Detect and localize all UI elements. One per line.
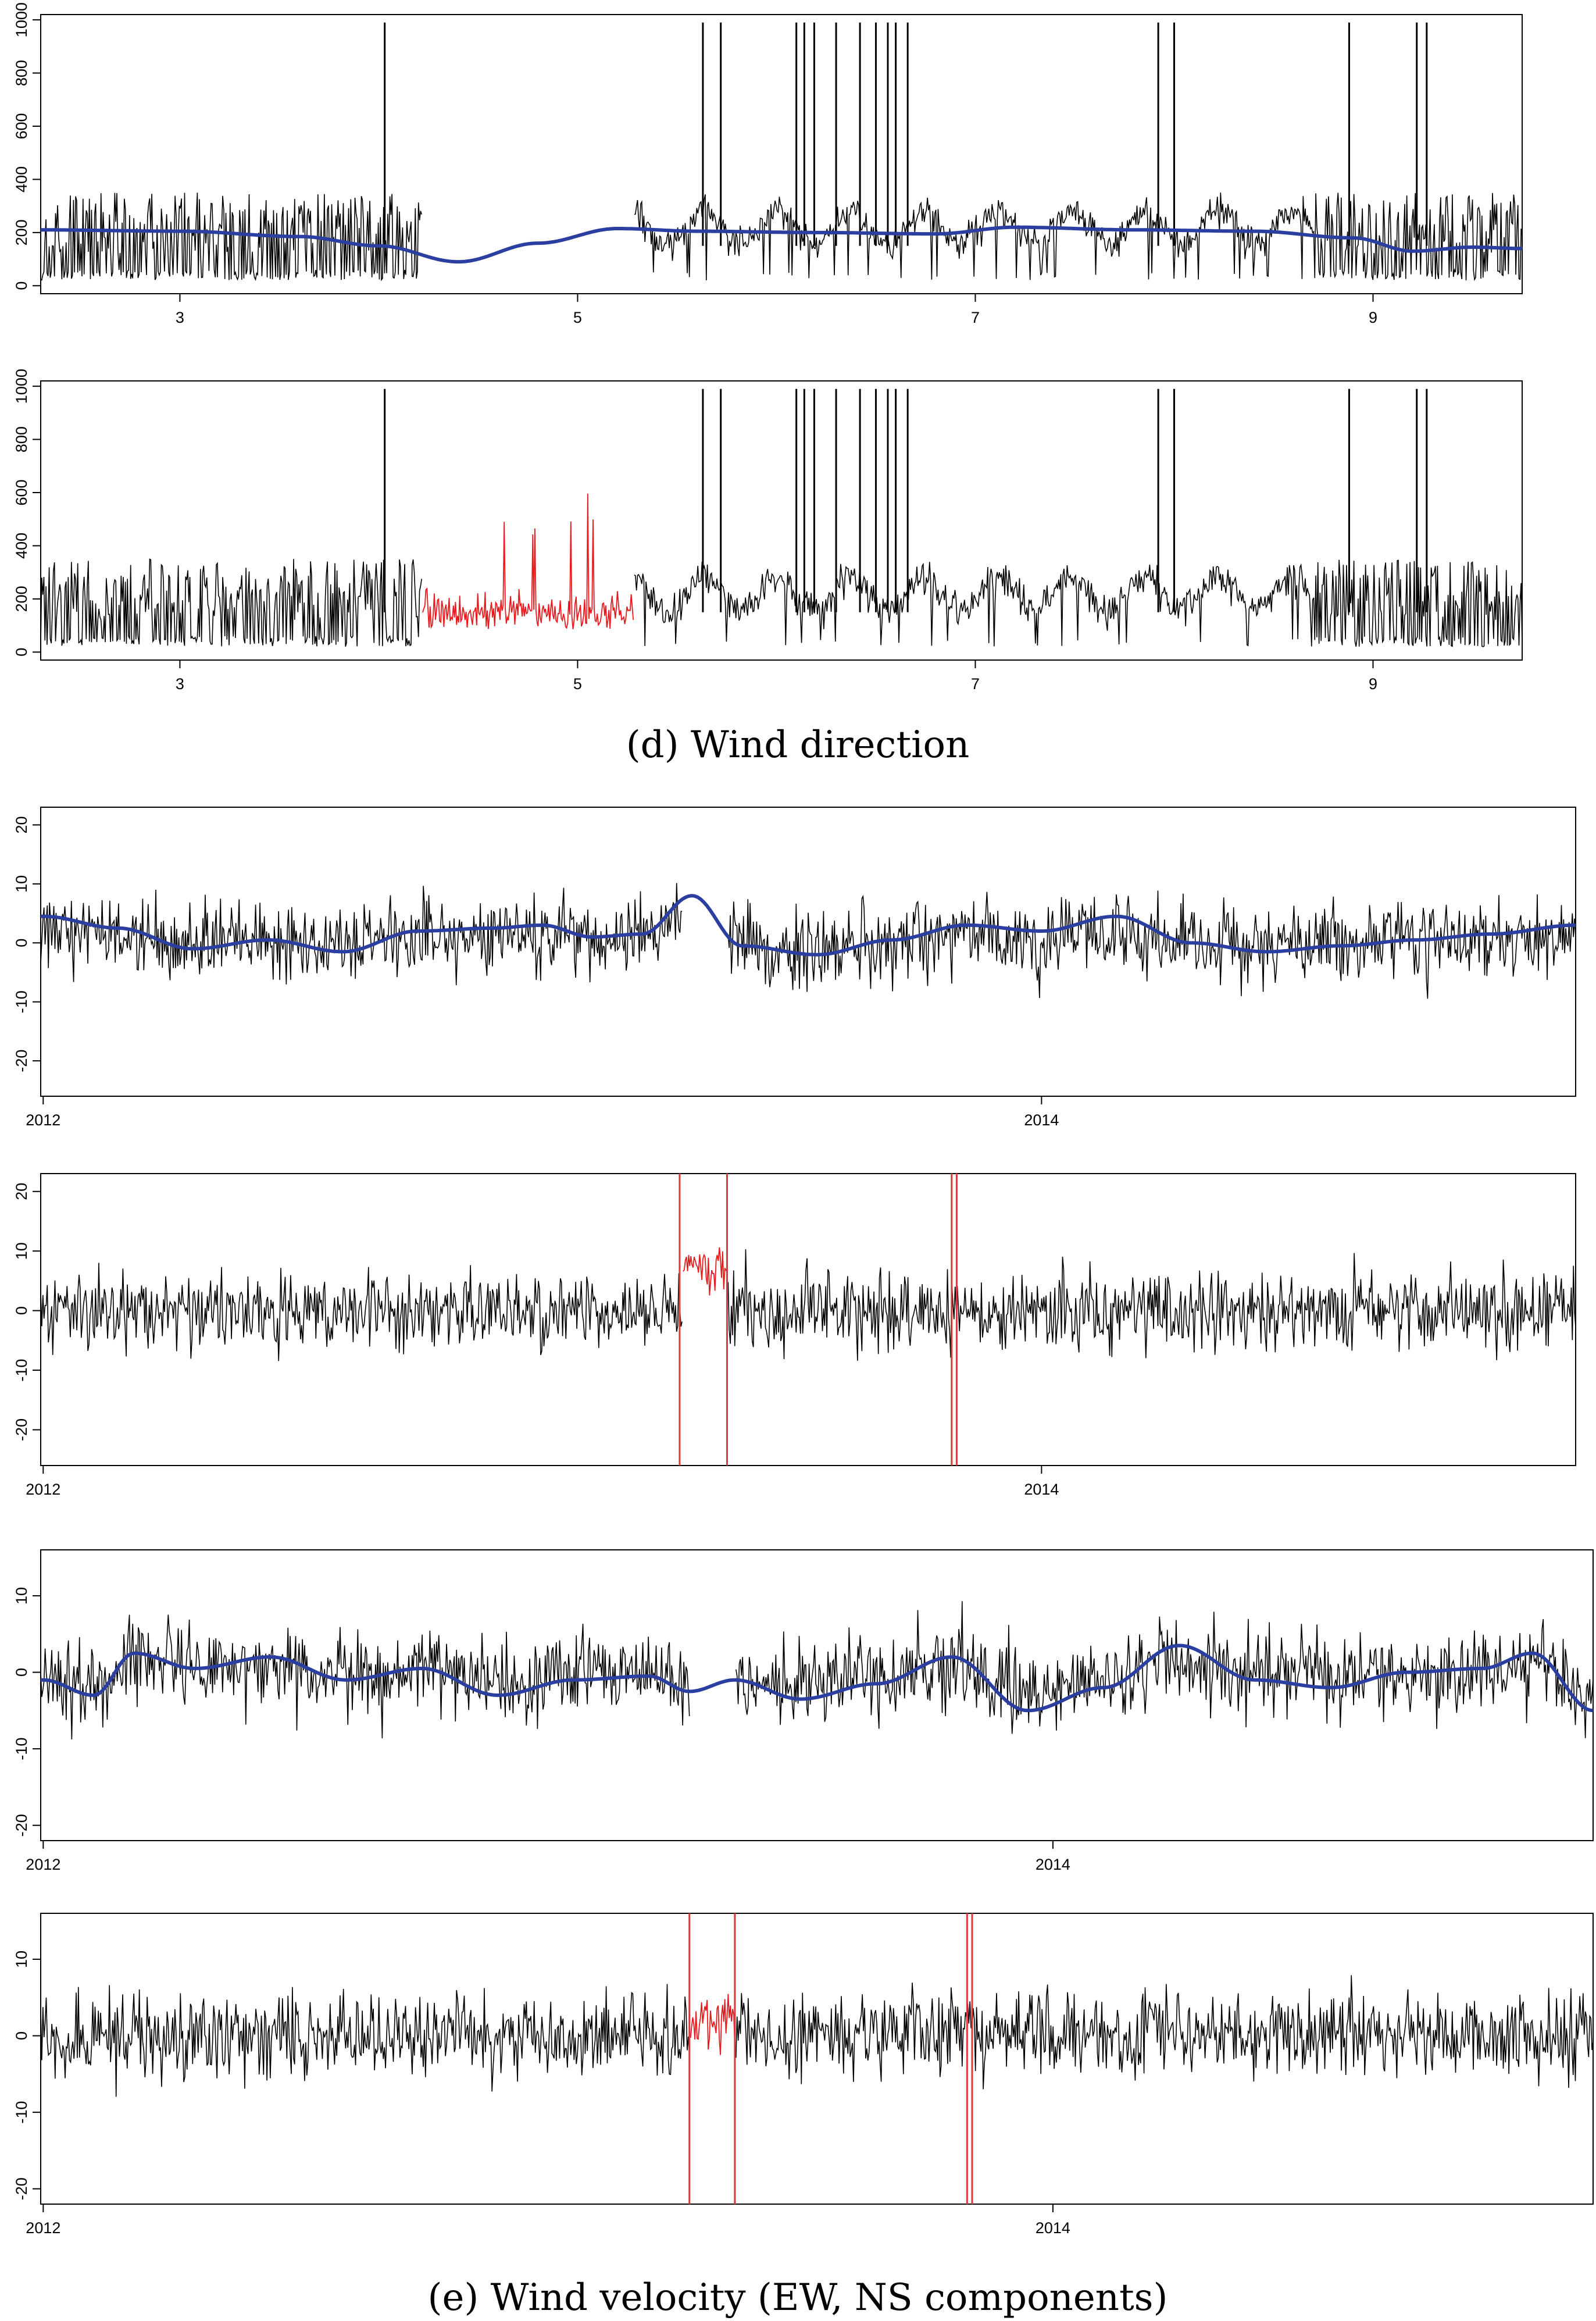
plot-frame <box>40 14 1523 294</box>
y-tick-label: 10 <box>13 1242 30 1260</box>
x-tick-label: 3 <box>176 309 184 326</box>
observed-series <box>40 1975 1594 2097</box>
plot-frame <box>40 1173 1576 1466</box>
trend-line <box>41 225 1522 264</box>
imputed-series <box>683 1247 728 1296</box>
imputed-series <box>422 493 634 629</box>
y-tick-label: -20 <box>13 1050 30 1072</box>
panel-e-4: -20 -10 0 10 2012 2014 <box>13 1913 1594 2237</box>
x-tick-label: 9 <box>1369 675 1377 693</box>
observed-series <box>40 1601 1594 1739</box>
y-tick-label: 1000 <box>13 369 30 404</box>
y-tick-label: 200 <box>13 586 30 612</box>
y-tick-label: 0 <box>13 939 30 947</box>
observed-series <box>40 192 1523 281</box>
y-tick-label: 1000 <box>13 2 30 37</box>
panel-e-2: -20 -10 0 10 20 2012 2014 <box>13 1173 1576 1498</box>
panel-d-2: 0 200 400 600 800 1000 3 5 7 9 <box>13 369 1523 693</box>
x-tick-label: 2012 <box>26 1481 60 1498</box>
caption-e: (e) Wind velocity (EW, NS components) <box>428 2276 1168 2319</box>
y-tick-label: 800 <box>13 426 30 452</box>
plot-frame <box>40 807 1576 1097</box>
x-tick-label: 2014 <box>1036 2219 1070 2237</box>
x-tick-label: 9 <box>1369 309 1377 326</box>
y-tick-label: -10 <box>13 990 30 1013</box>
x-tick-label: 2014 <box>1024 1481 1059 1498</box>
observed-series <box>40 558 1523 647</box>
panel-e-1: -20 -10 0 10 20 2012 2014 <box>13 807 1576 1129</box>
y-tick-label: -10 <box>13 2101 30 2124</box>
y-tick-label: 600 <box>13 479 30 505</box>
x-tick-label: 2014 <box>1024 1111 1059 1129</box>
x-tick-label: 2012 <box>26 1856 60 1873</box>
x-tick-label: 5 <box>573 309 582 326</box>
y-tick-label: 0 <box>13 281 30 290</box>
y-tick-label: 10 <box>13 1951 30 1968</box>
y-tick-label: 20 <box>13 816 30 833</box>
observed-series <box>40 1249 1576 1361</box>
y-tick-label: -20 <box>13 1814 30 1837</box>
y-tick-label: -20 <box>13 1418 30 1441</box>
x-tick-label: 5 <box>573 675 582 693</box>
plot-frame <box>40 1549 1594 1841</box>
x-tick-label: 7 <box>971 675 980 693</box>
y-tick-label: 0 <box>13 1306 30 1315</box>
y-tick-label: 600 <box>13 113 30 139</box>
observed-series <box>40 883 1576 999</box>
y-tick-label: -10 <box>13 1359 30 1382</box>
x-tick-label: 7 <box>971 309 980 326</box>
y-tick-label: 400 <box>13 166 30 192</box>
imputed-series <box>690 1994 735 2055</box>
x-tick-label: 3 <box>176 675 184 693</box>
x-tick-label: 2012 <box>26 2219 60 2237</box>
y-tick-label: 0 <box>13 1668 30 1677</box>
x-tick-label: 2012 <box>26 1111 60 1129</box>
y-tick-label: 0 <box>13 2031 30 2040</box>
y-tick-label: 10 <box>13 875 30 893</box>
y-tick-label: 20 <box>13 1183 30 1200</box>
plot-frame <box>40 380 1523 661</box>
y-tick-label: 200 <box>13 219 30 245</box>
y-tick-label: -10 <box>13 1738 30 1760</box>
y-tick-label: 400 <box>13 533 30 559</box>
y-tick-label: -20 <box>13 2177 30 2200</box>
x-tick-label: 2014 <box>1036 1856 1070 1873</box>
plot-frame <box>40 1913 1594 2205</box>
trend-line <box>41 894 1576 957</box>
trend-line <box>41 1643 1594 1713</box>
panel-e-3: -20 -10 0 10 2012 2014 <box>13 1549 1594 1873</box>
y-tick-label: 10 <box>13 1587 30 1605</box>
y-tick-label: 800 <box>13 60 30 86</box>
y-tick-label: 0 <box>13 648 30 657</box>
caption-d: (d) Wind direction <box>626 723 970 766</box>
panel-d-1: 0 200 400 600 800 1000 3 5 7 9 <box>13 2 1523 326</box>
